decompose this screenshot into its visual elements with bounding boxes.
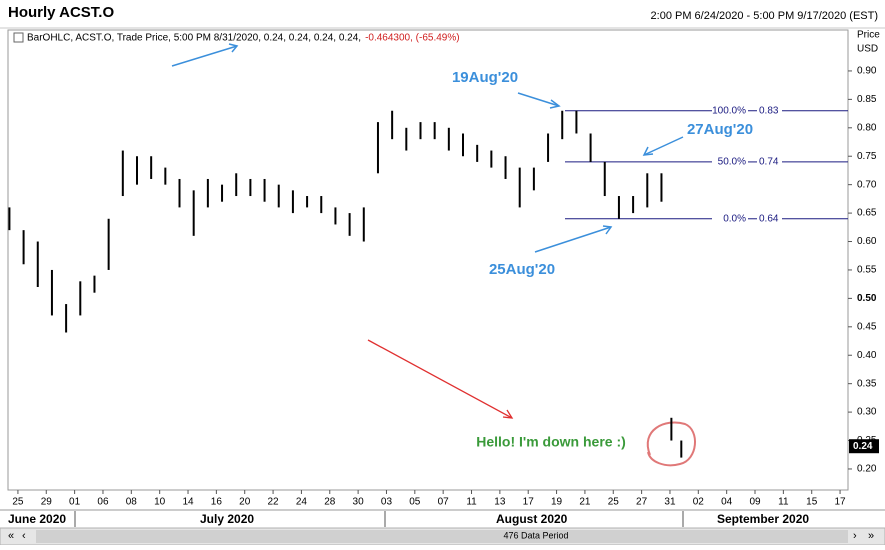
x-tick-label: 29: [41, 497, 53, 508]
y-tick-label: 0.80: [857, 122, 877, 133]
fib-label: 50.0%: [718, 157, 746, 168]
month-label: June 2020: [8, 512, 66, 526]
x-tick-label: 19: [551, 497, 563, 508]
annotation: 25Aug'20: [489, 261, 555, 278]
x-tick-label: 04: [721, 497, 733, 508]
footer-text: 476 Data Period: [503, 530, 568, 540]
y-tick-label: 0.30: [857, 407, 877, 418]
month-label: July 2020: [200, 512, 254, 526]
y-tick-label: 0.55: [857, 265, 877, 276]
x-tick-label: 10: [154, 497, 166, 508]
red-arrow: [367, 339, 514, 419]
fib-value: 0.64: [759, 213, 779, 224]
scroll-thumb[interactable]: [36, 530, 848, 543]
y-tick-label: 0.90: [857, 66, 877, 77]
scroll-step-right[interactable]: ›: [853, 530, 857, 542]
fib-value: 0.74: [759, 157, 779, 168]
fib-label-bg: [712, 212, 782, 225]
highlight-circle: [646, 421, 697, 467]
x-tick-label: 31: [664, 497, 676, 508]
y-tick-label: 0.40: [857, 350, 877, 361]
range-text: 2:00 PM 6/24/2020 - 5:00 PM 9/17/2020 (E…: [651, 10, 878, 22]
last-price-label: 0.24: [853, 441, 873, 452]
legend-icon: [13, 32, 24, 43]
x-tick-label: 14: [182, 497, 194, 508]
y-tick-label: 0.85: [857, 94, 877, 105]
x-tick-label: 09: [749, 497, 761, 508]
x-tick-label: 25: [12, 497, 24, 508]
y-tick-label: 0.45: [857, 321, 877, 332]
annotation: Hello! I'm down here :): [476, 434, 626, 450]
y-tick-label: 0.50: [857, 293, 877, 304]
fib-value: 0.83: [759, 105, 779, 116]
scroll-right[interactable]: »: [868, 530, 874, 542]
fib-label-bg: [712, 104, 782, 117]
month-label: August 2020: [496, 512, 568, 526]
x-tick-label: 17: [834, 497, 846, 508]
scroll-left[interactable]: «: [8, 530, 14, 542]
y-tick-label: 0.65: [857, 208, 877, 219]
x-tick-label: 22: [268, 497, 280, 508]
x-tick-label: 21: [579, 497, 591, 508]
y-tick-label: 0.35: [857, 378, 877, 389]
axis-label: Price: [857, 30, 880, 41]
x-tick-label: 11: [466, 497, 477, 508]
x-tick-label: 27: [636, 497, 648, 508]
scroll-step-left[interactable]: ‹: [22, 530, 26, 542]
annotation: 27Aug'20: [687, 121, 753, 138]
x-tick-label: 01: [69, 497, 81, 508]
chart-title: Hourly ACST.O: [8, 4, 114, 21]
x-tick-label: 25: [608, 497, 620, 508]
x-tick-label: 11: [778, 497, 789, 508]
y-tick-label: 0.75: [857, 151, 877, 162]
x-tick-label: 05: [409, 497, 421, 508]
annotation: 19Aug'20: [452, 69, 518, 86]
month-label: September 2020: [717, 512, 809, 526]
x-tick-label: 30: [353, 497, 365, 508]
y-tick-label: 0.70: [857, 179, 877, 190]
fib-label: 100.0%: [712, 105, 746, 116]
plot-frame: [7, 29, 849, 491]
fib-label: 0.0%: [723, 213, 746, 224]
x-tick-label: 13: [494, 497, 506, 508]
x-tick-label: 28: [324, 497, 336, 508]
legend-change: -0.464300, (-65.49%): [365, 33, 460, 44]
axis-unit: USD: [857, 44, 878, 55]
x-tick-label: 02: [693, 497, 705, 508]
x-tick-label: 24: [296, 497, 308, 508]
x-tick-label: 16: [211, 497, 223, 508]
x-tick-label: 17: [523, 497, 535, 508]
arrows: [171, 43, 684, 253]
legend-text: BarOHLC, ACST.O, Trade Price, 5:00 PM 8/…: [27, 33, 361, 44]
x-tick-label: 06: [97, 497, 109, 508]
x-tick-label: 15: [806, 497, 818, 508]
x-tick-label: 20: [239, 497, 251, 508]
y-tick-label: 0.20: [857, 464, 877, 475]
x-tick-label: 03: [381, 497, 393, 508]
x-tick-label: 07: [438, 497, 450, 508]
y-tick-label: 0.60: [857, 236, 877, 247]
x-tick-label: 08: [126, 497, 138, 508]
last-price-box: [849, 439, 879, 454]
fib-label-bg: [712, 155, 782, 168]
